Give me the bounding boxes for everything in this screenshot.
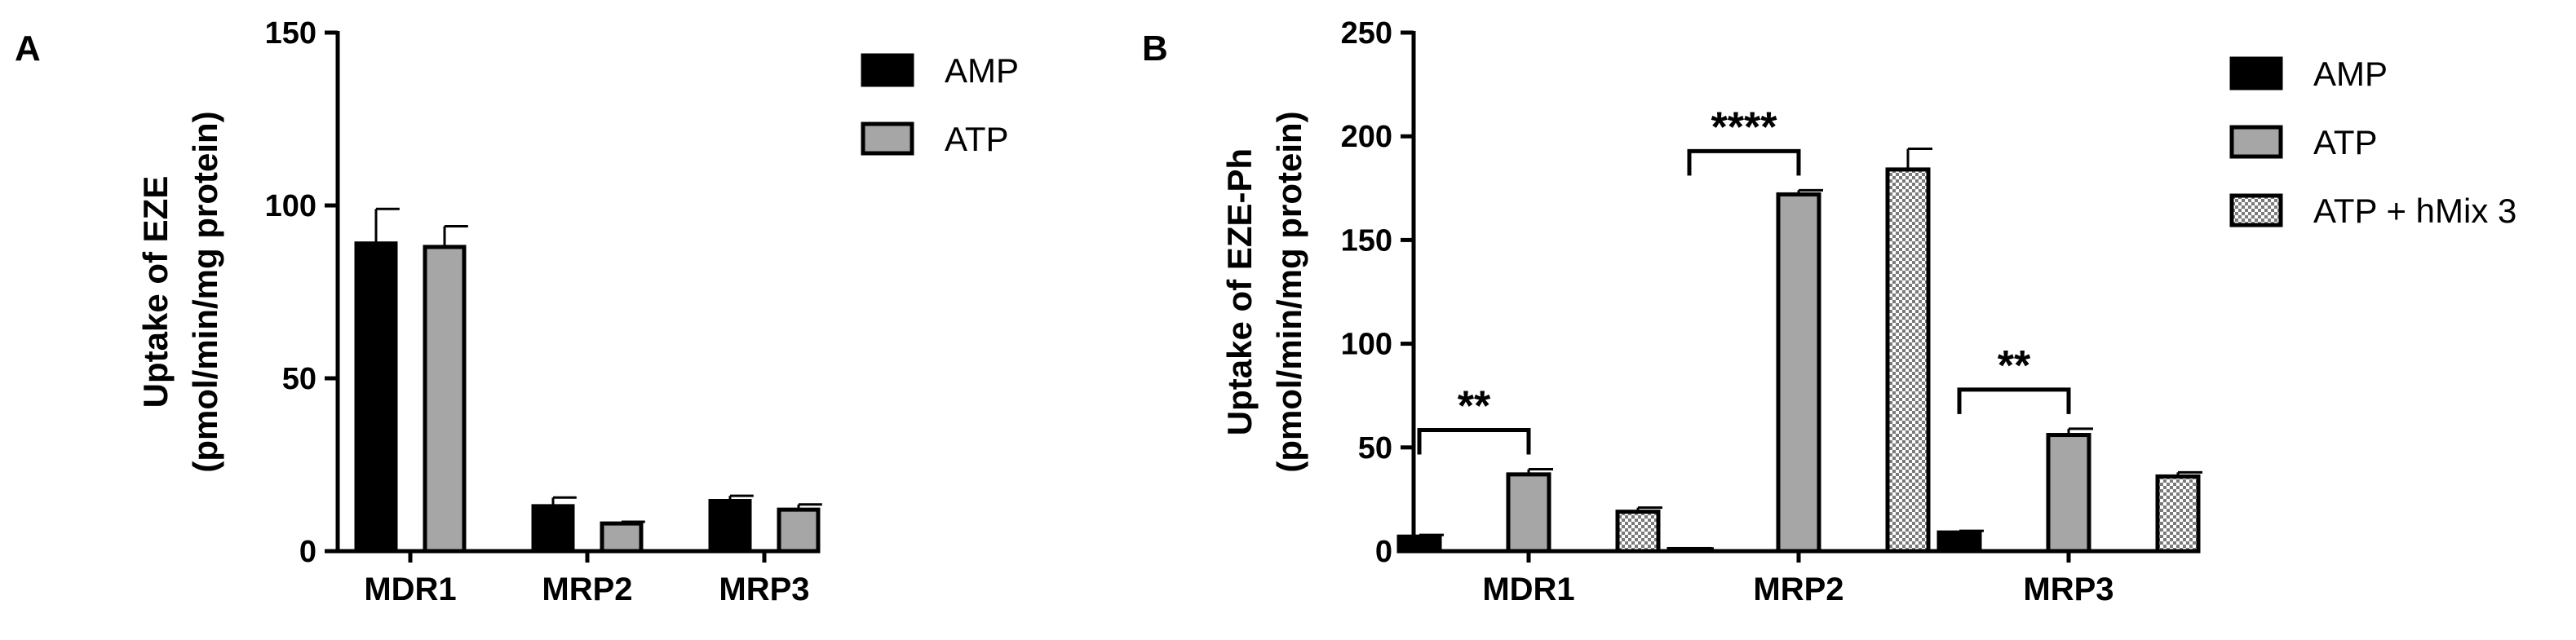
panel-b-sig-label-mrp2: **** — [1711, 104, 1778, 151]
panel-b-bar-atp-mdr1 — [1506, 472, 1551, 554]
panel-b-y-tick-label: 0 — [1375, 535, 1392, 569]
panel-b-legend-label-amp: AMP — [2313, 55, 2388, 93]
panel-b-y-tick-label: 100 — [1341, 328, 1392, 362]
panel-b-bar-atp-mrp3 — [2046, 433, 2091, 554]
panel-b-bar-atp-hmix-3-mrp2 — [1885, 167, 1931, 554]
panel-b-plot: 0 50 100 150 200 250 Uptake of EZE-Ph (pmol/min… — [1220, 16, 2202, 607]
panel-a-y-tick-label: 150 — [265, 16, 316, 51]
panel-a-x-tick-label-mrp3: MRP3 — [719, 572, 809, 607]
panel-a-y-tick-label: 0 — [299, 535, 316, 569]
panel-a-legend-label-amp: AMP — [945, 51, 1019, 90]
panel-b-legend-label-atp-hmix-3: ATP + hMix 3 — [2313, 192, 2516, 230]
panel-b-letter: B — [1142, 29, 1168, 68]
panel-a-y-tick-label: 100 — [265, 189, 316, 223]
panel-b-y-tick-label: 250 — [1341, 16, 1392, 51]
panel-b-y-label-line1: Uptake of EZE-Ph — [1220, 148, 1259, 435]
panel-b-legend-swatch-atp — [2229, 125, 2283, 159]
panel-a-legend-label-atp: ATP — [945, 120, 1009, 158]
panel-b-x-tick-label-mrp3: MRP3 — [2023, 572, 2113, 607]
panel-a-bar-atp-mrp3 — [777, 507, 821, 554]
panel-a-legend-swatch-atp — [861, 121, 914, 156]
panel-a-plot: 0 50 100 150 Uptake of EZE (pmol/min/mg prote… — [136, 16, 822, 607]
panel-b-sig-label-mrp3: ** — [1998, 342, 2031, 390]
panel-b: B 0 50 100 150 200 250 Uptake of EZE-Ph (pmol/m… — [1142, 16, 2516, 607]
panel-b-sig-bracket-mrp2 — [1687, 148, 1801, 176]
panel-b-legend-label-atp: ATP — [2313, 123, 2378, 161]
panel-b-bar-atp-mrp2 — [1776, 192, 1821, 554]
panel-b-x-tick-label-mdr1: MDR1 — [1482, 572, 1574, 607]
panel-b-bar-amp-mdr1 — [1396, 534, 1442, 554]
panel-a-y-tick-label: 50 — [282, 362, 316, 396]
panel-b-y-tick-label: 50 — [1358, 431, 1392, 466]
panel-a-y-label-line2: (pmol/min/mg protein) — [186, 111, 224, 472]
panel-a-bar-atp-mrp2 — [600, 521, 644, 554]
panel-a-x-tick-label-mdr1: MDR1 — [364, 572, 456, 607]
panel-b-bar-atp-hmix-3-mdr1 — [1615, 510, 1661, 554]
panel-b-sig-label-mdr1: ** — [1458, 383, 1491, 430]
panel-a-bar-atp-mdr1 — [423, 245, 467, 554]
panel-b-y-tick-label: 150 — [1341, 223, 1392, 258]
panel-a-bar-amp-mdr1 — [354, 241, 398, 554]
panel-b-legend-swatch-amp — [2229, 56, 2283, 90]
panel-a-legend-swatch-amp — [861, 53, 914, 87]
panel-b-legend-swatch-atp-hmix-3 — [2229, 193, 2283, 227]
panel-b-legend: AMP ATP ATP + hMix 3 — [2229, 55, 2516, 230]
panel-b-sig-bracket-mrp3 — [1957, 387, 2071, 414]
panel-a-x-tick-label-mrp2: MRP2 — [542, 572, 632, 607]
panel-a-bar-amp-mrp3 — [708, 499, 752, 554]
panel-a: A 0 50 100 150 Uptake of EZE (pmol/min/mg pro… — [15, 16, 1019, 607]
panel-b-bar-atp-hmix-3-mrp3 — [2155, 474, 2201, 554]
panel-a-letter: A — [15, 29, 41, 68]
panel-b-y-tick-label: 200 — [1341, 120, 1392, 154]
panel-b-x-tick-label-mrp2: MRP2 — [1753, 572, 1843, 607]
panel-b-sig-bracket-mdr1 — [1417, 428, 1531, 455]
panel-b-y-label-line2: (pmol/min/mg protein) — [1270, 111, 1308, 472]
panel-a-legend: AMP ATP — [861, 51, 1019, 158]
panel-b-bar-amp-mrp3 — [1936, 530, 1982, 554]
panel-a-bar-amp-mrp2 — [531, 504, 575, 554]
panel-a-y-label-line1: Uptake of EZE — [136, 176, 175, 408]
